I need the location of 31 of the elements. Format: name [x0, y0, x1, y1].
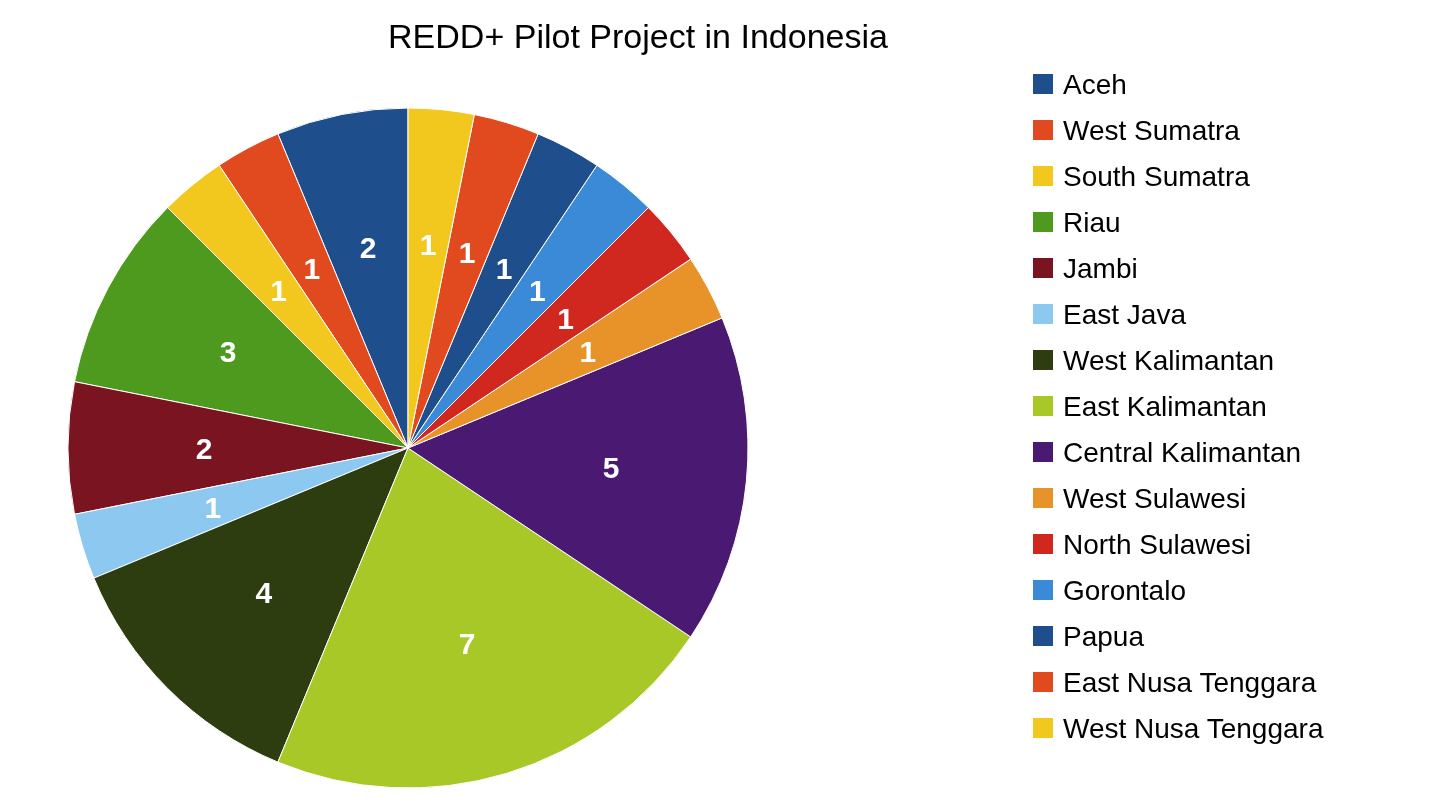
legend-label: South Sumatra — [1063, 160, 1251, 192]
legend-label: East Java — [1063, 298, 1187, 330]
legend-label: Central Kalimantan — [1063, 436, 1302, 468]
legend-label: West Nusa Tenggara — [1063, 712, 1324, 744]
data-label: 1 — [579, 335, 597, 369]
legend-label: Papua — [1063, 620, 1145, 652]
legend-label: West Sulawesi — [1063, 482, 1247, 514]
data-label: 4 — [255, 575, 273, 609]
legend-label: East Nusa Tenggara — [1063, 666, 1317, 698]
legend-label: East Kalimantan — [1063, 390, 1267, 422]
legend-label: Aceh — [1063, 68, 1127, 100]
data-label: 1 — [495, 251, 513, 285]
data-label: 1 — [458, 236, 476, 270]
legend-label: North Sulawesi — [1063, 528, 1252, 560]
data-label: 1 — [529, 273, 546, 307]
chart-title: REDD+ Pilot Project in Indonesia — [388, 17, 889, 55]
data-label: 1 — [303, 251, 321, 285]
legend-label: West Kalimantan — [1063, 344, 1275, 376]
data-label: 2 — [195, 431, 213, 465]
legend-label: Jambi — [1063, 252, 1138, 284]
data-label: 1 — [419, 228, 437, 262]
data-label: 5 — [602, 451, 620, 485]
legend-label: Gorontalo — [1063, 574, 1186, 606]
data-label: 7 — [458, 626, 476, 660]
data-label: 1 — [557, 302, 575, 336]
legend-label: Riau — [1063, 206, 1121, 238]
data-label: 1 — [270, 273, 287, 307]
data-label: 1 — [204, 490, 222, 524]
data-label: 2 — [359, 231, 377, 265]
legend-label: West Sumatra — [1063, 114, 1241, 146]
data-label: 3 — [219, 335, 237, 369]
